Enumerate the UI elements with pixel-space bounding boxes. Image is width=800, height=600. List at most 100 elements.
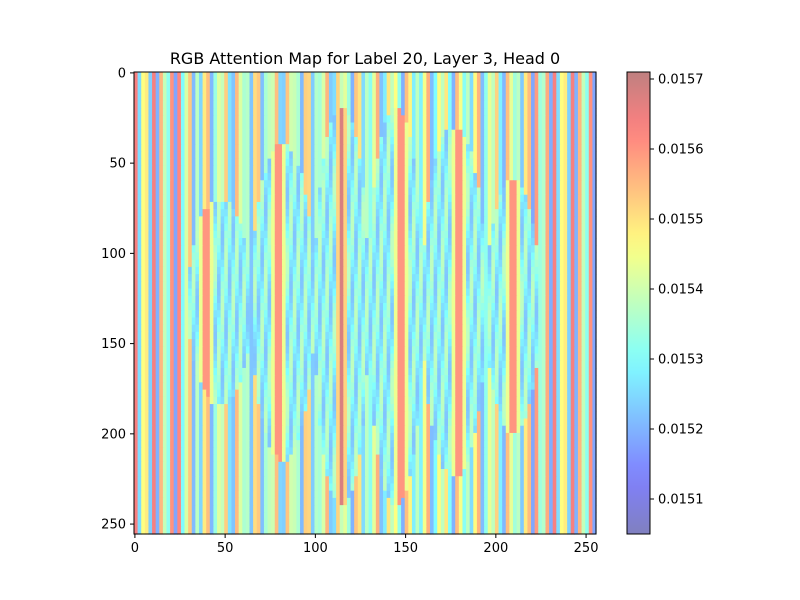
heatmap-cell [448, 252, 453, 261]
heatmap-cell [437, 122, 442, 131]
heatmap-cell [534, 144, 539, 153]
heatmap-cell [339, 151, 344, 160]
heatmap-cell [144, 108, 150, 116]
heatmap-cell [458, 346, 464, 355]
heatmap-cell [466, 187, 471, 196]
heatmap-cell [177, 288, 182, 297]
heatmap-cell [411, 216, 417, 225]
heatmap-cell [574, 86, 579, 95]
heatmap-cell [426, 346, 431, 355]
heatmap-cell [224, 173, 229, 181]
heatmap-cell [404, 79, 409, 88]
heatmap-cell [577, 339, 583, 347]
heatmap-cell [357, 194, 362, 203]
heatmap-cell [466, 115, 471, 124]
heatmap-cell [509, 158, 514, 167]
heatmap-cell [516, 295, 521, 304]
heatmap-cell [321, 238, 326, 246]
heatmap-cell [574, 339, 579, 347]
heatmap-cell [346, 281, 352, 290]
heatmap-cell [134, 129, 139, 138]
heatmap-cell [473, 339, 478, 347]
heatmap-cell [159, 346, 164, 355]
heatmap-cell [256, 108, 261, 116]
heatmap-cell [393, 259, 399, 268]
heatmap-cell [166, 144, 171, 153]
heatmap-cell [217, 144, 222, 153]
heatmap-cell [581, 93, 586, 102]
heatmap-cell [343, 295, 348, 304]
heatmap-cell [509, 144, 514, 153]
heatmap-cell [527, 79, 532, 88]
heatmap-cell [375, 136, 381, 145]
heatmap-cell [162, 187, 168, 196]
heatmap-cell [448, 238, 453, 246]
heatmap-cell [429, 317, 435, 326]
heatmap-cell [592, 252, 597, 261]
heatmap-cell [390, 122, 395, 131]
heatmap-cell [531, 281, 536, 290]
heatmap-cell [343, 324, 348, 333]
heatmap-cell [227, 93, 233, 102]
heatmap-cell [448, 331, 453, 340]
heatmap-cell [357, 173, 362, 181]
heatmap-cell [552, 266, 557, 275]
heatmap-cell [137, 288, 142, 297]
heatmap-cell [379, 144, 384, 153]
heatmap-cell [310, 173, 316, 181]
heatmap-cell [332, 115, 337, 124]
heatmap-cell [267, 209, 272, 217]
heatmap-cell [170, 72, 175, 80]
heatmap-cell [574, 245, 579, 254]
heatmap-cell [588, 158, 593, 167]
heatmap-cell [516, 115, 521, 124]
heatmap-cell [195, 79, 200, 88]
heatmap-cell [549, 223, 554, 232]
heatmap-cell [336, 288, 341, 297]
heatmap-cell [346, 100, 352, 109]
heatmap-cell [415, 245, 420, 254]
heatmap-cell [144, 324, 150, 333]
heatmap-cell [379, 201, 384, 210]
heatmap-cell [227, 187, 233, 196]
heatmap-cell [494, 317, 500, 326]
heatmap-cell [480, 209, 485, 217]
heatmap-cell [429, 281, 435, 290]
heatmap-cell [408, 324, 413, 333]
heatmap-cell [162, 331, 168, 340]
heatmap-cell [426, 238, 431, 246]
heatmap-cell [372, 295, 377, 304]
heatmap-cell [173, 173, 178, 181]
heatmap-cell [466, 144, 471, 153]
heatmap-cell [339, 93, 344, 102]
heatmap-cell [505, 115, 510, 124]
heatmap-cell [217, 122, 222, 131]
heatmap-cell [249, 158, 254, 167]
heatmap-cell [473, 100, 478, 109]
heatmap-cell [512, 216, 518, 225]
heatmap-cell [227, 100, 233, 109]
heatmap-cell [426, 295, 431, 304]
heatmap-cell [375, 266, 381, 275]
heatmap-cell [473, 288, 478, 297]
heatmap-cell [527, 295, 532, 304]
heatmap-cell [213, 173, 218, 181]
heatmap-cell [545, 194, 550, 203]
heatmap-cell [195, 86, 200, 95]
heatmap-cell [552, 201, 557, 210]
heatmap-cell [180, 93, 186, 102]
heatmap-cell [437, 144, 442, 153]
heatmap-cell [372, 187, 377, 196]
heatmap-cell [217, 108, 222, 116]
heatmap-cell [231, 252, 236, 261]
heatmap-cell [534, 317, 539, 326]
heatmap-cell [401, 115, 406, 124]
heatmap-cell [141, 245, 146, 254]
heatmap-cell [437, 288, 442, 297]
heatmap-cell [159, 144, 164, 153]
heatmap-cell [245, 86, 251, 95]
heatmap-cell [202, 86, 207, 95]
heatmap-cell [401, 324, 406, 333]
heatmap-cell [469, 173, 474, 181]
heatmap-cell [224, 216, 229, 225]
